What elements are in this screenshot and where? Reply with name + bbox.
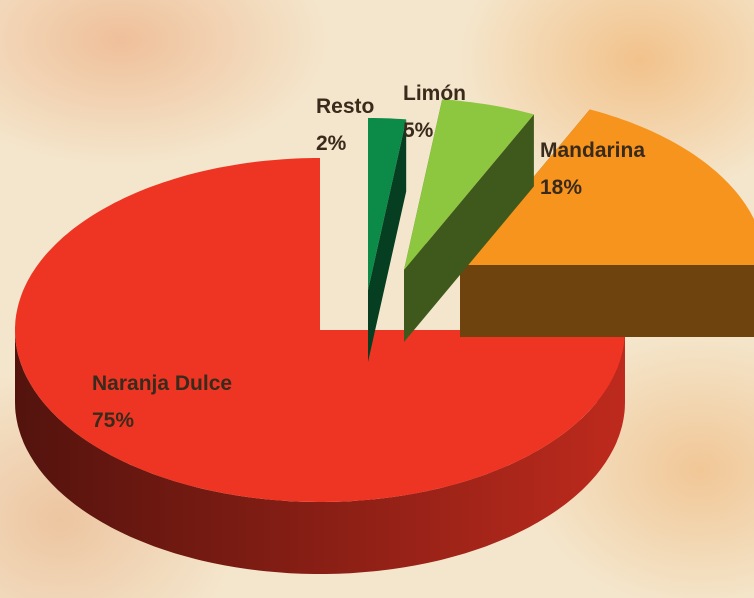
slice-value-label: 5% [403,119,434,142]
slice-value-label: 2% [316,132,347,155]
slice-value-label: 18% [540,176,582,199]
slice-label: Mandarina [540,139,645,162]
slice-label: Limón [403,82,466,105]
slice-label: Resto [316,95,374,118]
slice-value-label: 75% [92,409,134,432]
slice-group [368,118,406,362]
page: Naranja Dulce 75% Mandarina 18% Limón 5% Resto… [0,0,754,598]
chart: Naranja Dulce 75% Mandarina 18% Limón 5% Resto… [0,0,754,598]
slice-label: Naranja Dulce [92,372,232,395]
